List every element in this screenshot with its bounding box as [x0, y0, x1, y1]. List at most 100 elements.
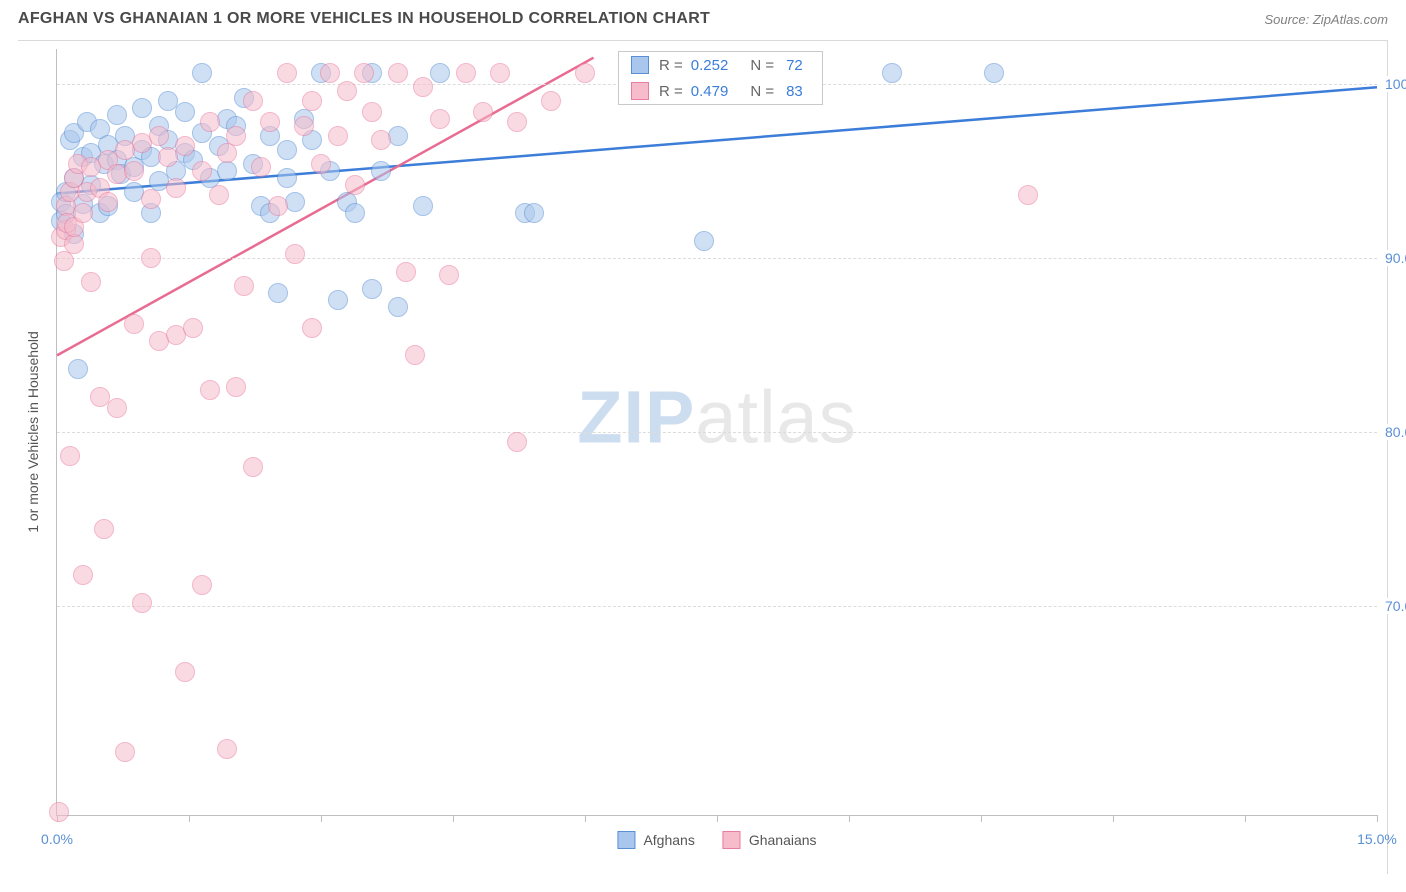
stats-box: R =0.252N =72R =0.479N =83 — [618, 51, 823, 105]
stats-r-value: 0.252 — [691, 57, 729, 74]
plot-area: ZIPatlas 1 or more Vehicles in Household… — [56, 49, 1377, 816]
scatter-point — [328, 290, 348, 310]
scatter-point — [175, 136, 195, 156]
legend-swatch-afghans — [617, 831, 635, 849]
scatter-point — [294, 116, 314, 136]
scatter-point — [192, 63, 212, 83]
scatter-point — [124, 161, 144, 181]
x-tick — [1245, 815, 1246, 822]
x-tick — [453, 815, 454, 822]
scatter-point — [285, 244, 305, 264]
scatter-point — [882, 63, 902, 83]
scatter-point — [430, 63, 450, 83]
scatter-point — [175, 662, 195, 682]
scatter-point — [388, 126, 408, 146]
scatter-point — [209, 185, 229, 205]
scatter-point — [413, 77, 433, 97]
scatter-point — [260, 112, 280, 132]
scatter-point — [575, 63, 595, 83]
scatter-point — [68, 359, 88, 379]
x-tick — [321, 815, 322, 822]
scatter-point — [268, 196, 288, 216]
scatter-point — [141, 189, 161, 209]
stats-n-label: N = — [750, 83, 774, 100]
scatter-point — [388, 297, 408, 317]
scatter-point — [132, 593, 152, 613]
scatter-point — [302, 91, 322, 111]
scatter-point — [456, 63, 476, 83]
x-tick-label: 0.0% — [41, 831, 73, 847]
scatter-point — [54, 251, 74, 271]
legend: Afghans Ghanaians — [617, 831, 816, 849]
legend-swatch-ghanaians — [723, 831, 741, 849]
scatter-point — [337, 81, 357, 101]
scatter-point — [217, 739, 237, 759]
scatter-point — [200, 112, 220, 132]
gridline-h — [57, 606, 1377, 607]
y-tick-label: 70.0% — [1383, 598, 1406, 614]
scatter-point — [200, 380, 220, 400]
y-tick-label: 90.0% — [1383, 250, 1406, 266]
scatter-point — [473, 102, 493, 122]
scatter-point — [226, 126, 246, 146]
stats-n-value: 83 — [786, 83, 810, 100]
scatter-point — [192, 161, 212, 181]
scatter-point — [490, 63, 510, 83]
scatter-point — [430, 109, 450, 129]
scatter-point — [405, 345, 425, 365]
scatter-point — [277, 140, 297, 160]
scatter-point — [362, 279, 382, 299]
scatter-point — [217, 161, 237, 181]
x-tick — [585, 815, 586, 822]
legend-label-ghanaians: Ghanaians — [749, 832, 817, 848]
scatter-point — [192, 575, 212, 595]
scatter-point — [243, 91, 263, 111]
scatter-point — [507, 432, 527, 452]
stats-swatch — [631, 56, 649, 74]
x-tick — [189, 815, 190, 822]
scatter-point — [166, 178, 186, 198]
scatter-point — [49, 802, 69, 822]
scatter-point — [132, 98, 152, 118]
stats-row: R =0.479N =83 — [619, 78, 822, 104]
gridline-h — [57, 432, 1377, 433]
scatter-point — [183, 318, 203, 338]
legend-item-ghanaians: Ghanaians — [723, 831, 817, 849]
scatter-point — [524, 203, 544, 223]
scatter-point — [141, 248, 161, 268]
scatter-point — [226, 377, 246, 397]
watermark: ZIPatlas — [577, 374, 856, 459]
scatter-point — [175, 102, 195, 122]
scatter-point — [285, 192, 305, 212]
scatter-point — [388, 63, 408, 83]
scatter-point — [115, 742, 135, 762]
stats-row: R =0.252N =72 — [619, 52, 822, 78]
y-tick-label: 100.0% — [1383, 76, 1406, 92]
x-tick — [1377, 815, 1378, 822]
stats-r-label: R = — [659, 57, 683, 74]
scatter-point — [234, 276, 254, 296]
scatter-point — [277, 168, 297, 188]
scatter-point — [328, 126, 348, 146]
scatter-point — [507, 112, 527, 132]
scatter-point — [371, 161, 391, 181]
scatter-point — [60, 446, 80, 466]
scatter-point — [345, 175, 365, 195]
scatter-point — [251, 157, 271, 177]
scatter-point — [98, 192, 118, 212]
scatter-point — [320, 63, 340, 83]
source-attribution: Source: ZipAtlas.com — [1264, 12, 1388, 27]
x-tick — [717, 815, 718, 822]
x-tick — [1113, 815, 1114, 822]
scatter-point — [354, 63, 374, 83]
scatter-point — [81, 272, 101, 292]
stats-n-label: N = — [750, 57, 774, 74]
scatter-point — [413, 196, 433, 216]
scatter-point — [694, 231, 714, 251]
scatter-point — [1018, 185, 1038, 205]
x-tick — [981, 815, 982, 822]
scatter-point — [277, 63, 297, 83]
scatter-point — [94, 519, 114, 539]
stats-swatch — [631, 82, 649, 100]
scatter-point — [311, 154, 331, 174]
